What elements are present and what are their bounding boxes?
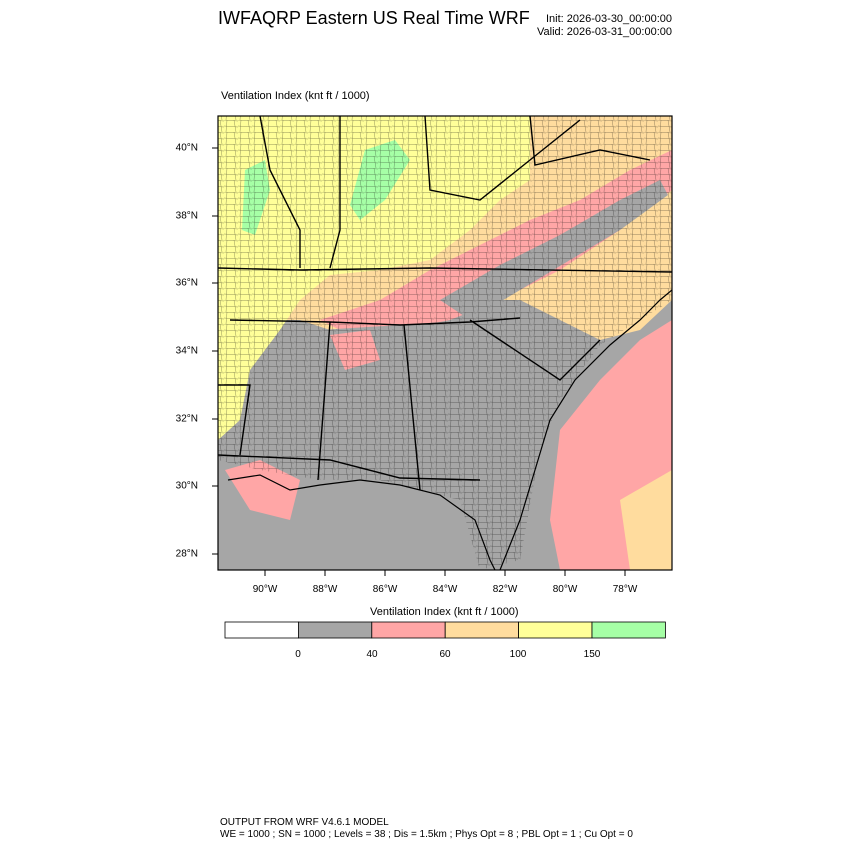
colorbar-bin <box>444 621 520 639</box>
footer-config-line: WE = 1000 ; SN = 1000 ; Levels = 38 ; Di… <box>220 829 633 840</box>
lon-tick-label: 82°W <box>492 584 518 595</box>
lat-tick-label: 34°N <box>175 345 198 357</box>
state-boundaries <box>218 116 672 491</box>
colorbar-tick-label: 60 <box>439 649 451 660</box>
colorbar-bin <box>371 621 446 639</box>
map-tick-marks <box>212 147 626 576</box>
lon-tick-label: 80°W <box>552 584 578 595</box>
footer-model-line: OUTPUT FROM WRF V4.6.1 MODEL <box>220 817 389 828</box>
lat-tick-label: 32°N <box>175 413 198 425</box>
lon-tick-label: 78°W <box>612 584 638 595</box>
lat-tick-label: 30°N <box>175 480 198 492</box>
map-field <box>218 116 672 570</box>
colorbar-bin <box>224 621 299 639</box>
lat-tick-label: 40°N <box>175 142 198 154</box>
colorbar-tick-label: 100 <box>509 649 527 660</box>
field-label: Ventilation Index (knt ft / 1000) <box>221 90 370 102</box>
field-region-pink-gulf <box>225 460 300 520</box>
colorbar-tick-label: 40 <box>366 649 378 660</box>
county-lines <box>218 116 672 570</box>
lon-tick-label: 90°W <box>252 584 278 595</box>
colorbar-tick-label: 0 <box>295 649 301 660</box>
map-title: IWFAQRP Eastern US Real Time WRF <box>218 8 530 28</box>
init-time: Init: 2026-03-30_00:00:00 <box>546 13 672 25</box>
lat-tick-label: 38°N <box>175 210 198 222</box>
lat-tick-label: 36°N <box>175 277 198 289</box>
lon-tick-label: 86°W <box>372 584 398 595</box>
colorbar-bin <box>591 621 666 639</box>
colorbar-title: Ventilation Index (knt ft / 1000) <box>370 606 519 618</box>
colorbar <box>224 621 666 639</box>
lon-tick-label: 84°W <box>432 584 458 595</box>
coastline <box>227 289 672 570</box>
colorbar-bin <box>297 621 373 639</box>
lon-tick-label: 88°W <box>312 584 338 595</box>
colorbar-bin <box>518 621 593 639</box>
lat-tick-label: 28°N <box>175 548 198 560</box>
colorbar-tick-label: 150 <box>583 649 601 660</box>
valid-time: Valid: 2026-03-31_00:00:00 <box>537 26 672 38</box>
field-region-peach-ocean <box>620 470 672 570</box>
